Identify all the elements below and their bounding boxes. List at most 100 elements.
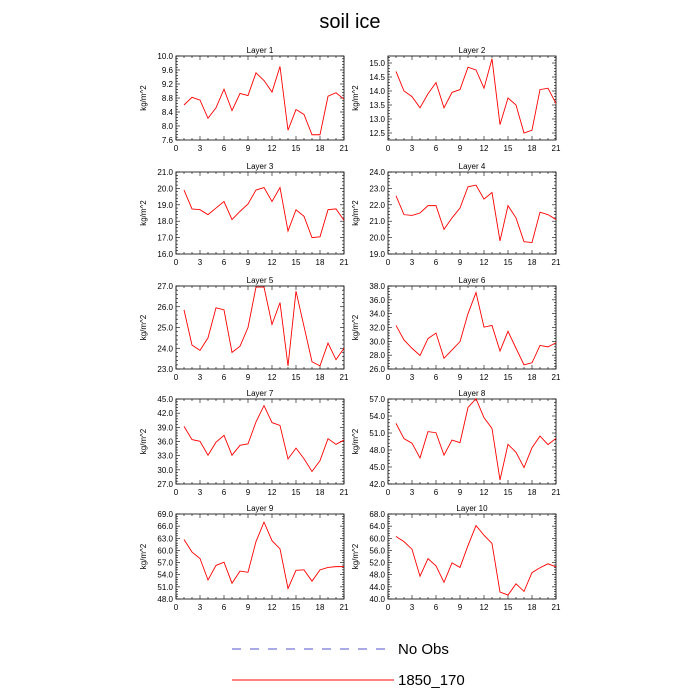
x-tick-label: 3: [198, 488, 203, 497]
y-tick-label: 21.0: [157, 168, 173, 177]
x-tick-label: 12: [480, 488, 489, 497]
y-tick-label: 24.0: [157, 344, 173, 353]
series-line-1850-170: [183, 66, 345, 136]
panel-title: Layer 7: [247, 389, 274, 398]
y-axis-label: kg/m^2: [139, 85, 148, 111]
y-tick-label: 20.0: [157, 184, 173, 193]
series-line-1850-170: [183, 404, 345, 473]
x-tick-label: 12: [480, 373, 489, 382]
x-tick-label: 15: [504, 373, 513, 382]
y-axis-label: kg/m^2: [351, 85, 360, 111]
x-tick-label: 18: [528, 258, 537, 267]
y-tick-label: 16.0: [157, 250, 173, 259]
panel-title: Layer 5: [247, 276, 274, 285]
x-tick-label: 0: [174, 258, 179, 267]
plot-frame: [387, 285, 557, 370]
x-tick-label: 21: [552, 258, 561, 267]
x-tick-label: 18: [528, 373, 537, 382]
x-tick-label: 6: [434, 373, 439, 382]
y-tick-label: 38.0: [369, 282, 385, 291]
x-tick-label: 18: [316, 373, 325, 382]
y-tick-label: 8.8: [162, 94, 174, 103]
y-tick-label: 26.0: [157, 303, 173, 312]
x-tick-label: 15: [292, 603, 301, 612]
y-tick-label: 42.0: [369, 480, 385, 489]
y-tick-label: 64.0: [369, 522, 385, 531]
x-tick-label: 3: [410, 603, 415, 612]
y-axis-label: kg/m^2: [139, 314, 148, 340]
panel-title: Layer 4: [459, 162, 486, 171]
x-tick-label: 15: [292, 488, 301, 497]
y-tick-label: 54.0: [369, 412, 385, 421]
panel-layer-2: Layer 2 0 3 6 9 12 15 18 21 12.5 13.0 13.5 14.0 14.5 1…: [351, 46, 561, 153]
y-tick-label: 52.0: [369, 559, 385, 568]
x-tick-label: 9: [458, 258, 463, 267]
x-tick-label: 3: [410, 373, 415, 382]
x-tick-label: 15: [504, 144, 513, 153]
y-tick-label: 60.0: [369, 534, 385, 543]
y-tick-label: 66.0: [157, 522, 173, 531]
series-line-1850-170: [395, 291, 557, 366]
x-tick-label: 3: [198, 603, 203, 612]
y-tick-label: 27.0: [157, 480, 173, 489]
x-tick-label: 0: [386, 258, 391, 267]
y-tick-label: 48.0: [369, 571, 385, 580]
x-tick-label: 3: [410, 258, 415, 267]
x-tick-label: 6: [222, 373, 227, 382]
series-line-1850-170: [395, 58, 557, 134]
y-tick-label: 27.0: [157, 282, 173, 291]
x-tick-label: 21: [552, 144, 561, 153]
x-tick-label: 12: [268, 488, 277, 497]
y-axis-label: kg/m^2: [351, 428, 360, 454]
x-tick-label: 0: [386, 144, 391, 153]
y-tick-label: 7.6: [162, 136, 174, 145]
x-tick-label: 12: [268, 373, 277, 382]
x-tick-label: 0: [386, 373, 391, 382]
y-tick-label: 24.0: [369, 168, 385, 177]
y-tick-label: 20.0: [369, 234, 385, 243]
y-tick-label: 14.5: [369, 73, 385, 82]
x-tick-label: 12: [268, 144, 277, 153]
x-tick-label: 15: [504, 603, 513, 612]
y-tick-label: 32.0: [369, 324, 385, 333]
panel-title: Layer 9: [247, 504, 274, 513]
x-tick-label: 0: [174, 488, 179, 497]
y-tick-label: 13.0: [369, 115, 385, 124]
x-tick-label: 15: [504, 488, 513, 497]
plot-frame: [175, 285, 345, 370]
panel-layer-5: Layer 5 0 3 6 9 12 15 18 21 23.0 24.0 25.0 26.0 27.0 k…: [139, 276, 349, 382]
y-tick-label: 17.0: [157, 234, 173, 243]
y-tick-label: 10.0: [157, 52, 173, 61]
x-tick-label: 18: [528, 603, 537, 612]
panel-layer-3: Layer 3 0 3 6 9 12 15 18 21 16.0 17.0 18.0 19.0 20.0 2…: [139, 162, 349, 267]
x-tick-label: 9: [246, 603, 251, 612]
x-tick-label: 9: [458, 373, 463, 382]
y-tick-label: 36.0: [369, 296, 385, 305]
y-tick-label: 42.0: [157, 409, 173, 418]
panel-title: Layer 2: [459, 46, 486, 55]
y-tick-label: 30.0: [369, 337, 385, 346]
series-line-1850-170: [395, 184, 557, 244]
y-tick-label: 48.0: [157, 595, 173, 604]
y-tick-label: 19.0: [369, 250, 385, 259]
series-line-1850-170: [395, 524, 557, 596]
x-tick-label: 0: [386, 488, 391, 497]
y-axis-label: kg/m^2: [139, 428, 148, 454]
x-tick-label: 12: [480, 144, 489, 153]
legend-1850-170-label: 1850_170: [398, 672, 465, 689]
panel-layer-6: Layer 6 0 3 6 9 12 15 18 21 26.0 28.0 30.0 32.0 34.0 3…: [351, 276, 561, 382]
y-tick-label: 25.0: [157, 324, 173, 333]
x-tick-label: 9: [246, 373, 251, 382]
panel-layer-10: Layer 10 0 3 6 9 12 15 18 21 40.0 44.0 48.0 52.0 56.0…: [351, 504, 561, 612]
panel-title: Layer 3: [247, 162, 274, 171]
y-tick-label: 60.0: [157, 546, 173, 555]
panel-title: Layer 6: [459, 276, 486, 285]
panel-title: Layer 10: [456, 504, 488, 513]
x-tick-label: 18: [528, 144, 537, 153]
x-tick-label: 9: [246, 488, 251, 497]
x-tick-label: 21: [552, 603, 561, 612]
x-tick-label: 0: [174, 603, 179, 612]
x-tick-label: 6: [434, 144, 439, 153]
x-tick-label: 18: [316, 258, 325, 267]
series-line-1850-170: [183, 186, 345, 239]
